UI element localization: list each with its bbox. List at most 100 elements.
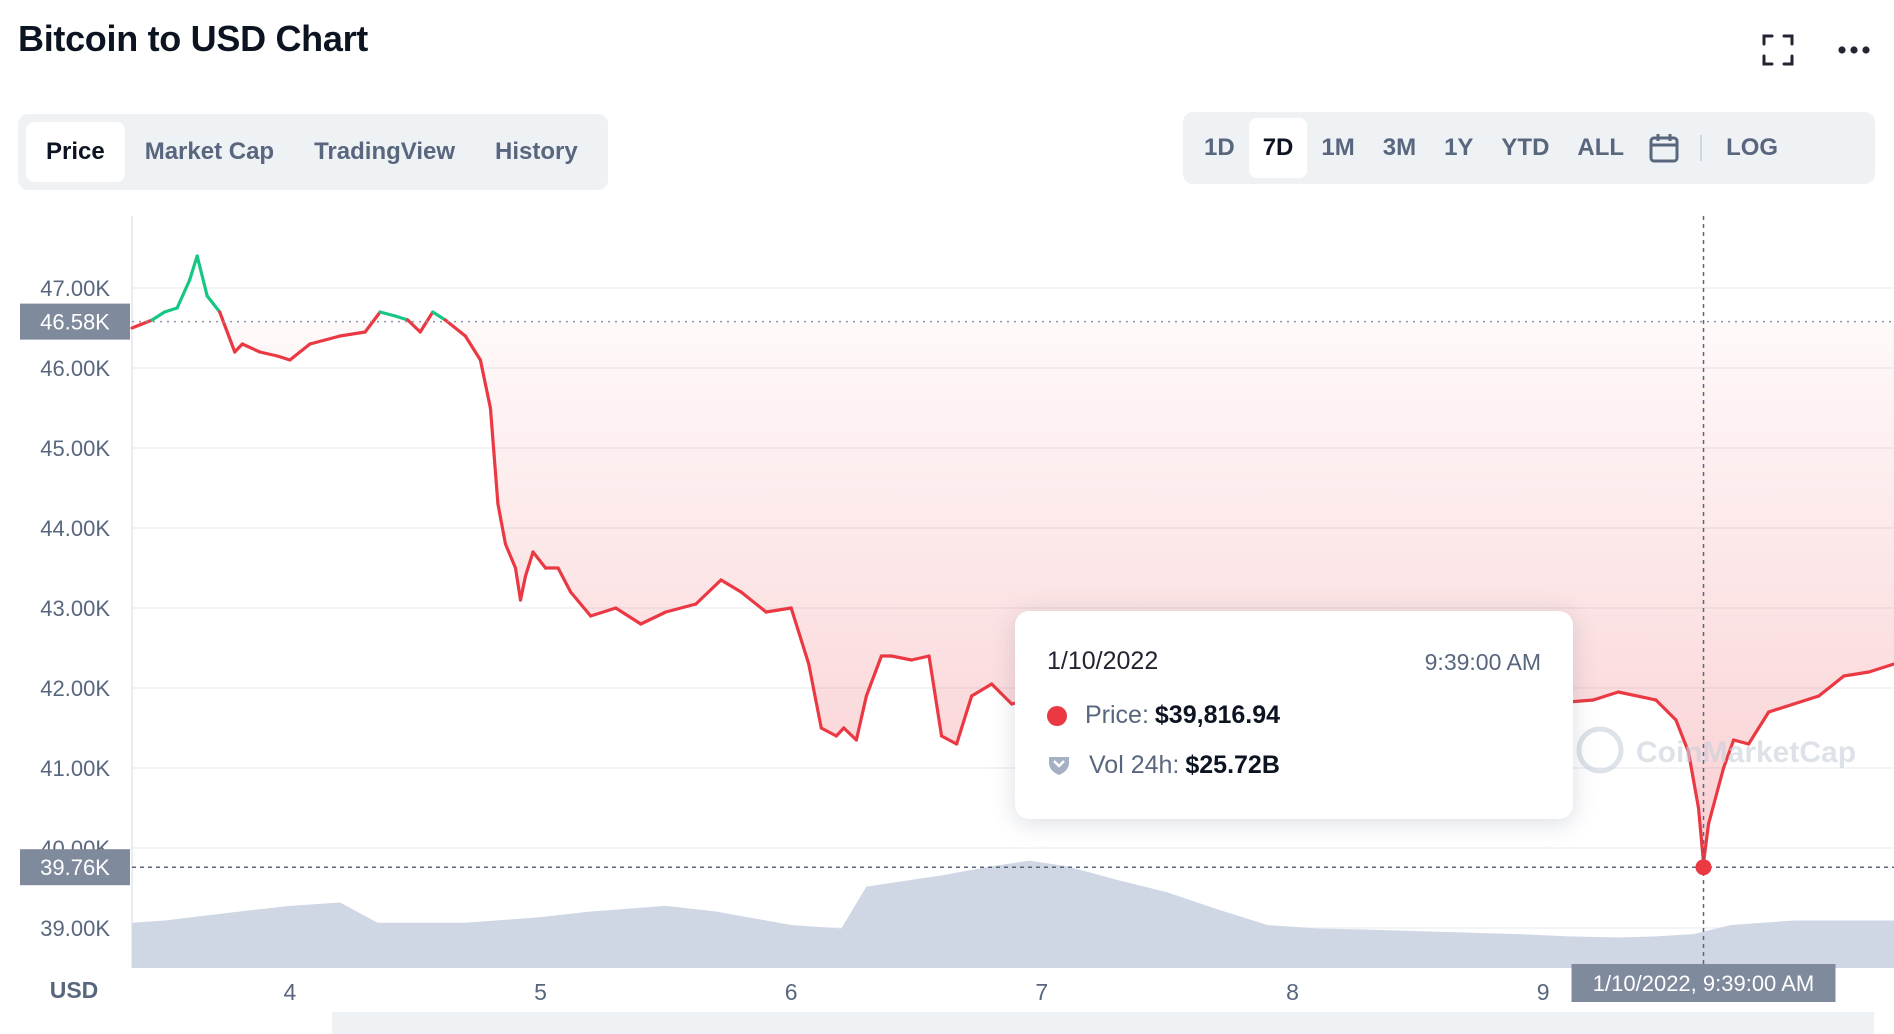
price-line-segment [1817, 674, 1846, 698]
price-line-segment [240, 342, 262, 354]
tab-market-cap[interactable]: Market Cap [144, 138, 275, 165]
price-line-segment [719, 578, 743, 594]
price-line-segment [1686, 750, 1701, 810]
price-line-segment [764, 606, 793, 614]
price-line-segment [503, 542, 518, 570]
more-horizontal-icon[interactable] [1834, 30, 1874, 70]
watermark-text: CoinMarketCap [1636, 736, 1856, 769]
price-line-segment [1674, 718, 1691, 754]
reference-price-badge [20, 303, 130, 340]
price-line-segment [195, 254, 209, 298]
price-line-segment [463, 334, 482, 362]
price-line-segment [739, 590, 768, 614]
price-line-segment [909, 654, 931, 662]
price-line-segment [233, 342, 244, 354]
x-tick-label: 4 [284, 979, 297, 1005]
range-navigator[interactable] [132, 1012, 1874, 1034]
reference-price-label: 46.58K [40, 310, 110, 335]
price-line-segment [1616, 690, 1658, 702]
range-3m[interactable]: 3M [1382, 134, 1417, 161]
range-1m[interactable]: 1M [1321, 134, 1355, 161]
time-range-selector: 1D 7D 1M 3M 1Y YTD ALL LOG [1183, 112, 1875, 184]
crosshair-date-label: 1/10/2022, 9:39:00 AM [1593, 971, 1814, 996]
price-line-segment [614, 606, 643, 626]
x-tick-label: 5 [534, 979, 547, 1005]
price-line-segment [1867, 662, 1894, 674]
x-tick-label: 7 [1035, 979, 1048, 1005]
x-tick-label: 6 [785, 979, 798, 1005]
range-7d[interactable]: 7D [1248, 118, 1308, 178]
price-line-segment [569, 590, 593, 618]
price-line-segment [338, 330, 367, 338]
price-line-segment [1731, 738, 1751, 746]
price-line-segment [1654, 698, 1678, 722]
price-line-segment [639, 610, 668, 626]
range-all[interactable]: ALL [1577, 134, 1625, 161]
volume-area [132, 860, 1894, 968]
price-line-segment [970, 682, 994, 698]
crosshair-price-badge [20, 849, 130, 886]
range-ytd[interactable]: YTD [1501, 134, 1550, 161]
price-line-segment [556, 566, 573, 594]
y-tick-label: 47.00K [40, 276, 110, 301]
y-tick-label: 43.00K [40, 596, 110, 621]
tab-tradingview[interactable]: TradingView [314, 138, 456, 165]
crosshair-price-label: 39.76K [40, 855, 110, 880]
x-tick-label: 8 [1286, 979, 1299, 1005]
page-title: Bitcoin to USD Chart [18, 18, 368, 59]
price-line-segment [288, 342, 312, 362]
price-line-segment [864, 654, 884, 698]
price-line-segment [819, 726, 838, 738]
tooltip-price-row: Price: $39,816.94 [1047, 701, 1280, 730]
price-line-segment [218, 310, 237, 354]
volume-shield-icon [1047, 755, 1071, 777]
price-line-segment [834, 726, 846, 738]
price-line-segment [175, 278, 192, 310]
fullscreen-icon[interactable] [1758, 30, 1798, 70]
price-line-segment [842, 726, 858, 742]
price-line-segment [589, 606, 618, 618]
calendar-icon[interactable] [1638, 118, 1690, 178]
range-1y[interactable]: 1Y [1444, 134, 1474, 161]
y-tick-label: 42.00K [40, 676, 110, 701]
price-line-segment [531, 550, 548, 570]
price-line-segment [1792, 694, 1821, 706]
log-scale-toggle[interactable]: LOG [1726, 134, 1779, 161]
range-divider [1700, 135, 1703, 161]
price-line-segment [927, 654, 944, 738]
range-1d[interactable]: 1D [1204, 134, 1235, 161]
price-line-segment [789, 606, 811, 666]
tab-price[interactable]: Price [26, 122, 125, 182]
price-line-segment [939, 734, 959, 746]
currency-label: USD [50, 977, 99, 1003]
price-line-segment [664, 602, 698, 614]
price-line-segment [1721, 738, 1736, 770]
price-line-segment [694, 578, 723, 606]
price-line-segment [258, 350, 279, 358]
tooltip-time: 9:39:00 AM [1424, 649, 1541, 675]
price-line-segment [1767, 702, 1796, 714]
price-line-segment [807, 662, 823, 730]
price-line-segment [523, 550, 535, 578]
tab-history[interactable]: History [495, 138, 578, 165]
price-line-segment [205, 294, 222, 314]
price-line-segment [889, 654, 914, 662]
tooltip-volume-label: Vol 24h: [1089, 751, 1180, 779]
coinmarketcap-logo-icon [1576, 726, 1624, 774]
price-line-segment [1701, 822, 1711, 865]
tooltip-volume-value: $25.72B [1185, 751, 1280, 779]
tooltip-date: 1/10/2022 [1047, 647, 1159, 675]
price-line-segment [513, 566, 523, 602]
price-line-segment [406, 318, 422, 334]
navigator-window[interactable] [132, 1012, 332, 1034]
y-tick-label: 44.00K [40, 516, 110, 541]
y-tick-label: 46.00K [40, 356, 110, 381]
chart-tooltip: 1/10/2022 9:39:00 AM Price: $39,816.94 V… [1015, 611, 1573, 819]
price-line-segment [1696, 806, 1706, 865]
crosshair-point [1695, 859, 1712, 876]
price-line-segment [1591, 690, 1620, 702]
price-line-segment [393, 314, 410, 322]
x-tick-label: 9 [1537, 979, 1550, 1005]
price-line-segment [162, 306, 179, 314]
